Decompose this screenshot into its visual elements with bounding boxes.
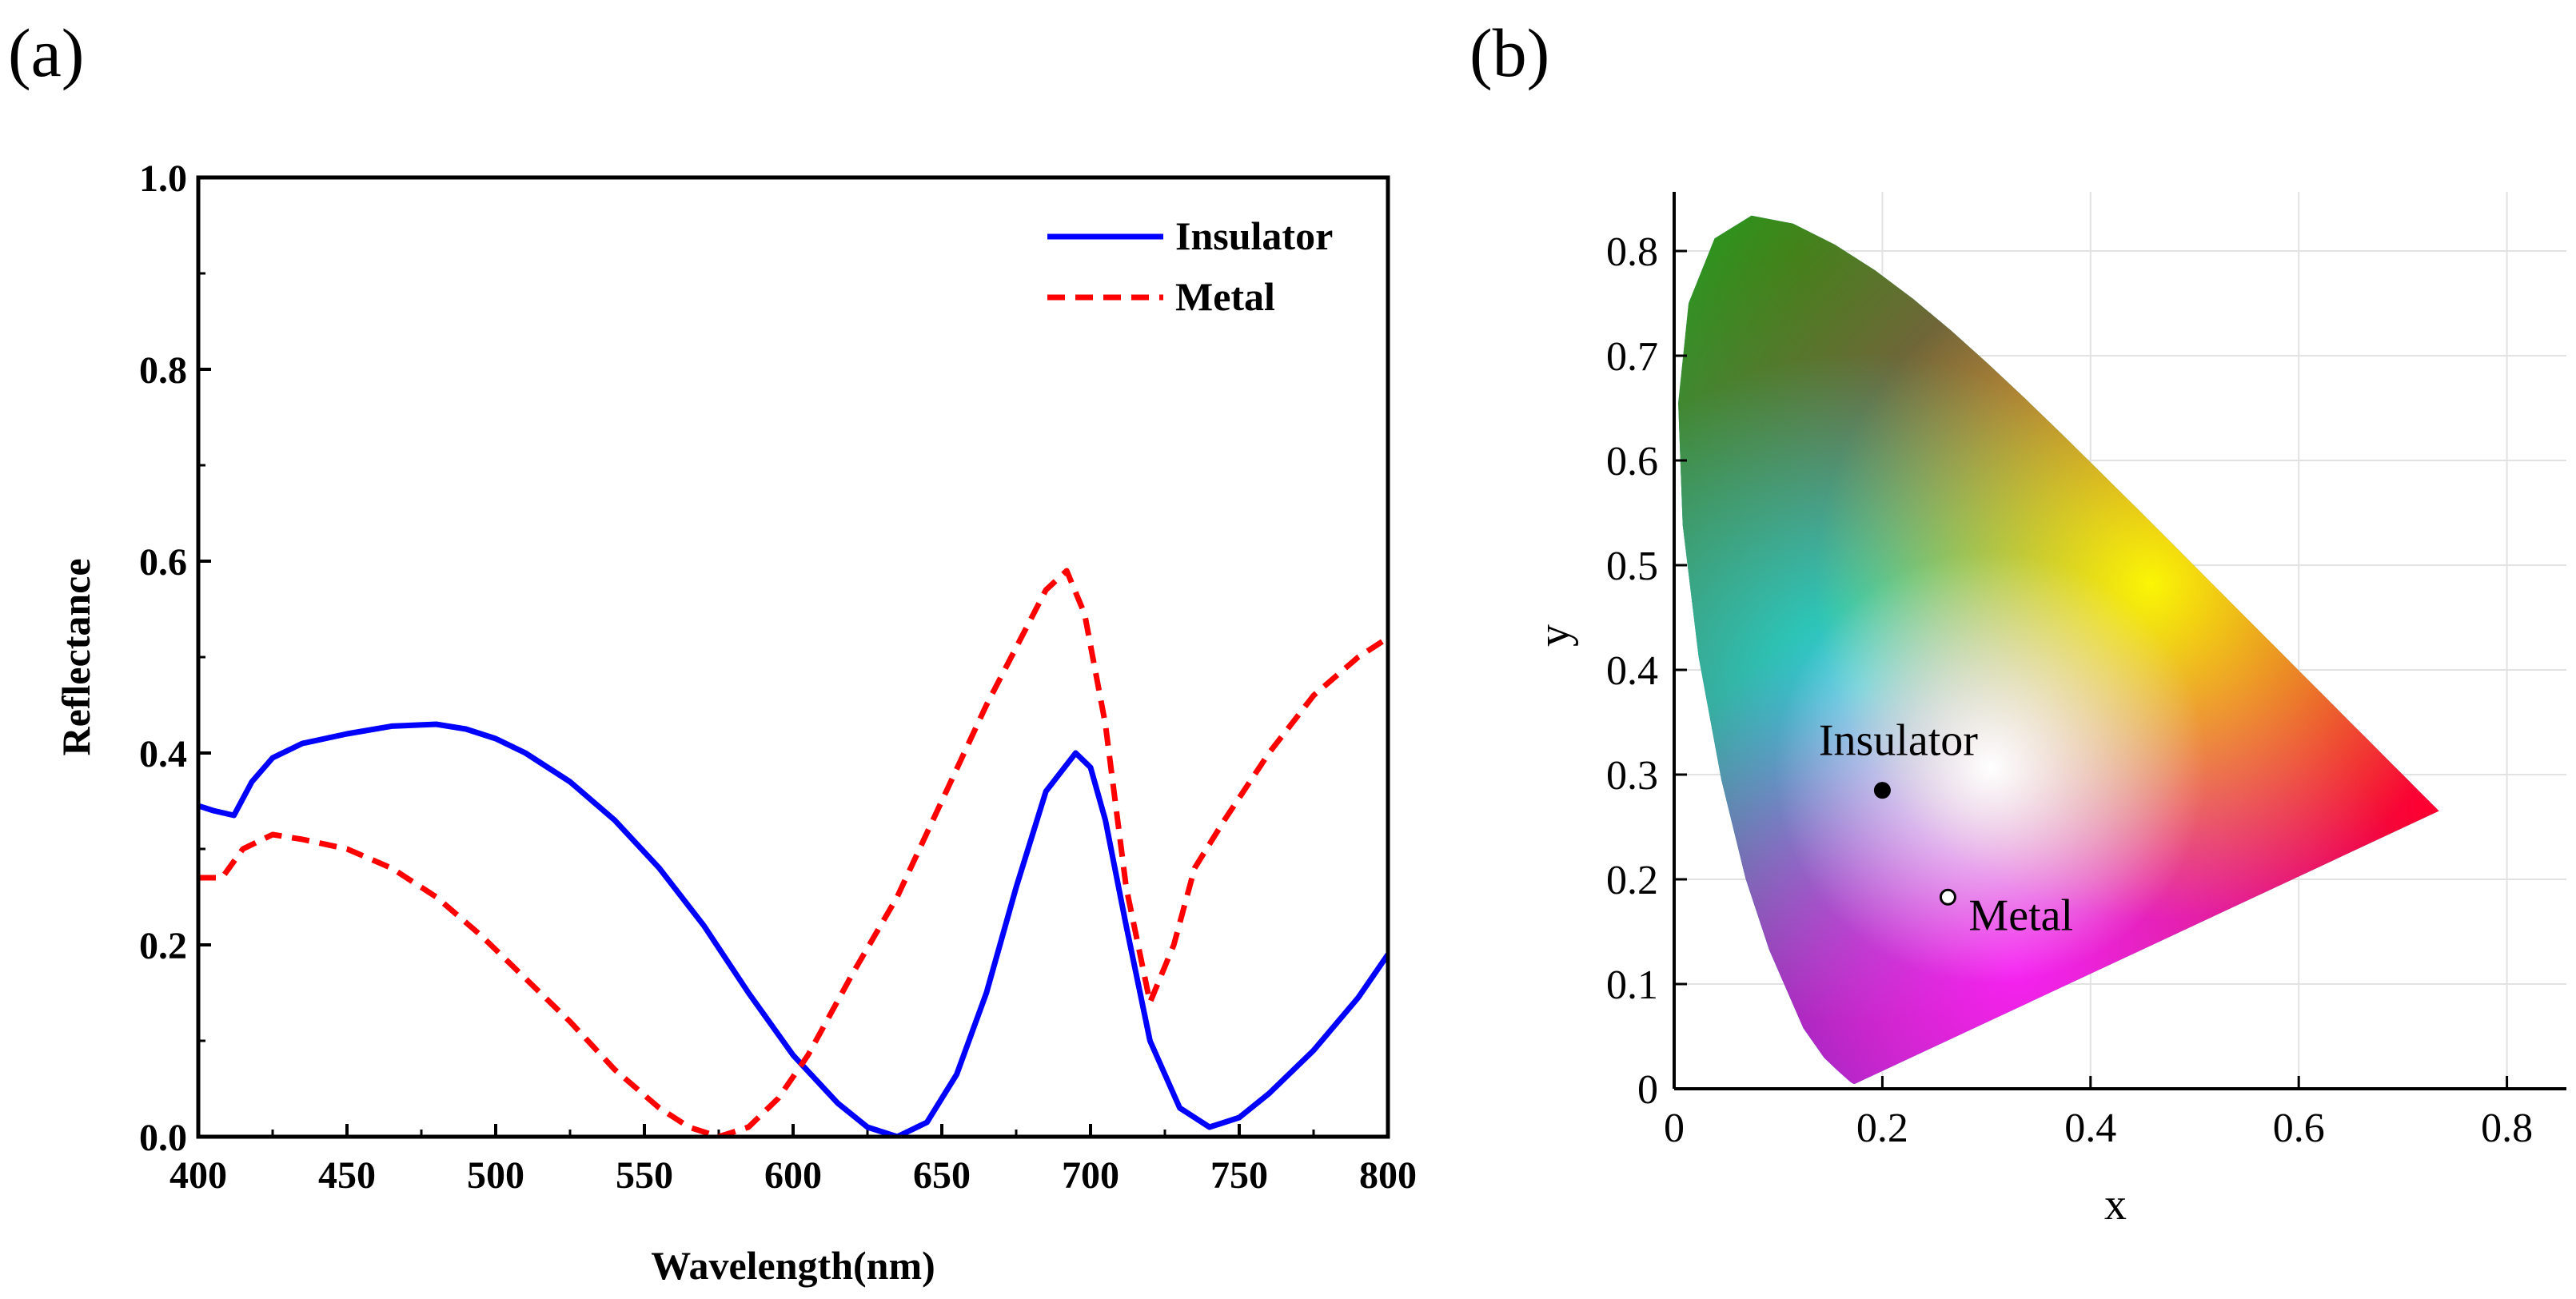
x-tick-label-800: 800 bbox=[1359, 1154, 1417, 1197]
reflectance-tick-labels: 400 450 500 550 600 650 700 750 800 0.0 0.2 0.4 0.6 0… bbox=[139, 157, 1417, 1197]
x-tick-label-0: 0 bbox=[1664, 1106, 1685, 1151]
insulator-point-label: Insulator bbox=[1819, 716, 1978, 766]
x-tick-label-0.6: 0.6 bbox=[2273, 1106, 2325, 1151]
insulator-series-line bbox=[198, 721, 1388, 1137]
x-tick-label-650: 650 bbox=[913, 1154, 971, 1197]
x-tick-label-400: 400 bbox=[169, 1154, 227, 1197]
y-tick-label-0.4: 0.4 bbox=[1606, 648, 1658, 694]
y-tick-label-0.5: 0.5 bbox=[1606, 544, 1658, 589]
x-tick-label-0.2: 0.2 bbox=[1856, 1106, 1908, 1151]
y-tick-label-0.2: 0.2 bbox=[1606, 858, 1658, 903]
legend-label-metal: Metal bbox=[1175, 274, 1275, 319]
cie-y-axis-label: y bbox=[1529, 624, 1579, 647]
cie-chromaticity-chart: 0 0.2 0.4 0.6 0.8 0 0.1 0.2 0.3 0.4 0.5 0.6 0.7 0.8 x… bbox=[1529, 192, 2566, 1229]
insulator-point bbox=[1873, 782, 1891, 799]
x-tick-label-0.4: 0.4 bbox=[2064, 1106, 2116, 1151]
y-tick-label-0.1: 0.1 bbox=[1606, 962, 1658, 1008]
y-tick-label-0.2: 0.2 bbox=[139, 925, 187, 967]
cie-axis-ticks bbox=[1673, 249, 2509, 1090]
reflectance-chart: 400 450 500 550 600 650 700 750 800 0.0 0.2 0.4 0.6 0… bbox=[54, 157, 1417, 1288]
legend-label-insulator: Insulator bbox=[1175, 213, 1333, 258]
reflectance-legend: Insulator Metal bbox=[1047, 213, 1333, 319]
cie-data-points: Insulator Metal bbox=[1819, 716, 2073, 941]
x-tick-label-750: 750 bbox=[1210, 1154, 1268, 1197]
panel-label-a: (a) bbox=[8, 14, 84, 91]
cie-color-gamut bbox=[1678, 215, 2439, 1084]
x-tick-label-700: 700 bbox=[1062, 1154, 1119, 1197]
x-tick-label-600: 600 bbox=[764, 1154, 822, 1197]
metal-point-label: Metal bbox=[1968, 891, 2073, 940]
y-tick-label-0: 0.0 bbox=[139, 1117, 187, 1159]
y-tick-label-0.8: 0.8 bbox=[139, 349, 187, 392]
x-tick-label-550: 550 bbox=[616, 1154, 673, 1197]
panel-label-b: (b) bbox=[1469, 14, 1549, 91]
x-tick-label-500: 500 bbox=[467, 1154, 524, 1197]
y-tick-label-0.4: 0.4 bbox=[139, 733, 187, 775]
cie-tick-labels: 0 0.2 0.4 0.6 0.8 0 0.1 0.2 0.3 0.4 0.5 0.6 0.7 0.8 bbox=[1606, 229, 2533, 1151]
y-tick-label-0.7: 0.7 bbox=[1606, 334, 1658, 380]
y-tick-label-0.6: 0.6 bbox=[1606, 439, 1658, 484]
y-tick-label-0.8: 0.8 bbox=[1606, 229, 1658, 275]
metal-point bbox=[1939, 888, 1956, 906]
y-tick-label-0: 0 bbox=[1637, 1067, 1658, 1113]
y-tick-label-0.3: 0.3 bbox=[1606, 753, 1658, 799]
x-tick-label-450: 450 bbox=[318, 1154, 376, 1197]
y-tick-label-0.6: 0.6 bbox=[139, 541, 187, 584]
cie-x-axis-label: x bbox=[2104, 1180, 2127, 1229]
reflectance-y-axis-label: Reflectance bbox=[54, 558, 98, 755]
reflectance-axis-ticks bbox=[197, 176, 1390, 1138]
y-tick-label-1: 1.0 bbox=[139, 157, 187, 200]
x-tick-label-0.8: 0.8 bbox=[2481, 1106, 2533, 1151]
reflectance-plot-frame bbox=[196, 175, 1390, 1139]
reflectance-x-axis-label: Wavelength(nm) bbox=[651, 1243, 935, 1288]
metal-series-line bbox=[198, 568, 1388, 1137]
